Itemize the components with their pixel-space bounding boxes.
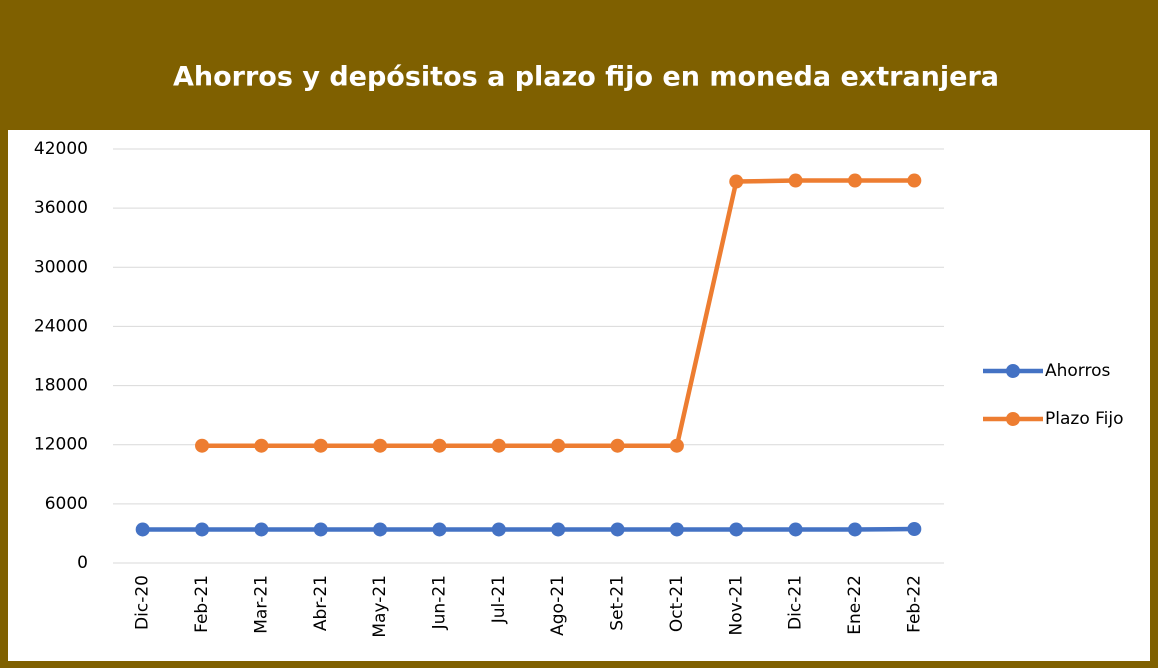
y-tick-label: 0	[77, 553, 88, 573]
x-tick-label: Dic-21	[786, 575, 806, 630]
data-point	[611, 439, 625, 453]
x-tick-label: Oct-21	[667, 575, 687, 632]
data-point	[254, 439, 268, 453]
legend-marker	[1006, 364, 1020, 378]
y-tick-label: 36000	[34, 198, 88, 218]
x-tick-label: Set-21	[608, 575, 628, 631]
data-point	[492, 522, 506, 536]
y-tick-label: 42000	[34, 139, 88, 159]
data-point	[373, 439, 387, 453]
x-tick-label: Nov-21	[726, 575, 746, 636]
x-tick-label: May-21	[370, 575, 390, 638]
data-point	[314, 522, 328, 536]
x-tick-label: Mar-21	[251, 575, 271, 634]
x-tick-label: Ago-21	[548, 575, 568, 636]
x-tick-label: Feb-22	[904, 575, 924, 633]
y-tick-label: 12000	[34, 435, 88, 455]
x-tick-label: Jul-21	[489, 575, 509, 624]
data-point	[551, 522, 565, 536]
x-tick-label: Dic-20	[133, 575, 153, 630]
data-point	[136, 522, 150, 536]
data-point	[907, 522, 921, 536]
legend-label: Ahorros	[1045, 361, 1111, 381]
data-point	[373, 522, 387, 536]
data-point	[254, 522, 268, 536]
data-point	[848, 522, 862, 536]
y-tick-label: 30000	[34, 257, 88, 277]
data-point	[195, 439, 209, 453]
data-point	[789, 174, 803, 188]
data-point	[432, 522, 446, 536]
data-point	[789, 522, 803, 536]
legend-marker	[1006, 412, 1020, 426]
data-point	[848, 174, 862, 188]
data-point	[729, 175, 743, 189]
data-point	[670, 522, 684, 536]
data-point	[195, 522, 209, 536]
x-tick-label: Ene-22	[845, 575, 865, 635]
x-tick-label: Feb-21	[192, 575, 212, 633]
data-point	[314, 439, 328, 453]
data-point	[432, 439, 446, 453]
data-point	[492, 439, 506, 453]
legend-label: Plazo Fijo	[1045, 409, 1124, 429]
y-tick-label: 24000	[34, 316, 88, 336]
x-tick-label: Jun-21	[429, 575, 449, 630]
plot-background	[8, 130, 1150, 661]
chart-title: Ahorros y depósitos a plazo fijo en mone…	[173, 62, 999, 93]
x-tick-label: Abr-21	[311, 575, 331, 631]
y-tick-label: 18000	[34, 376, 88, 396]
data-point	[670, 439, 684, 453]
data-point	[611, 522, 625, 536]
data-point	[729, 522, 743, 536]
data-point	[907, 174, 921, 188]
data-point	[551, 439, 565, 453]
y-tick-label: 6000	[45, 494, 88, 514]
